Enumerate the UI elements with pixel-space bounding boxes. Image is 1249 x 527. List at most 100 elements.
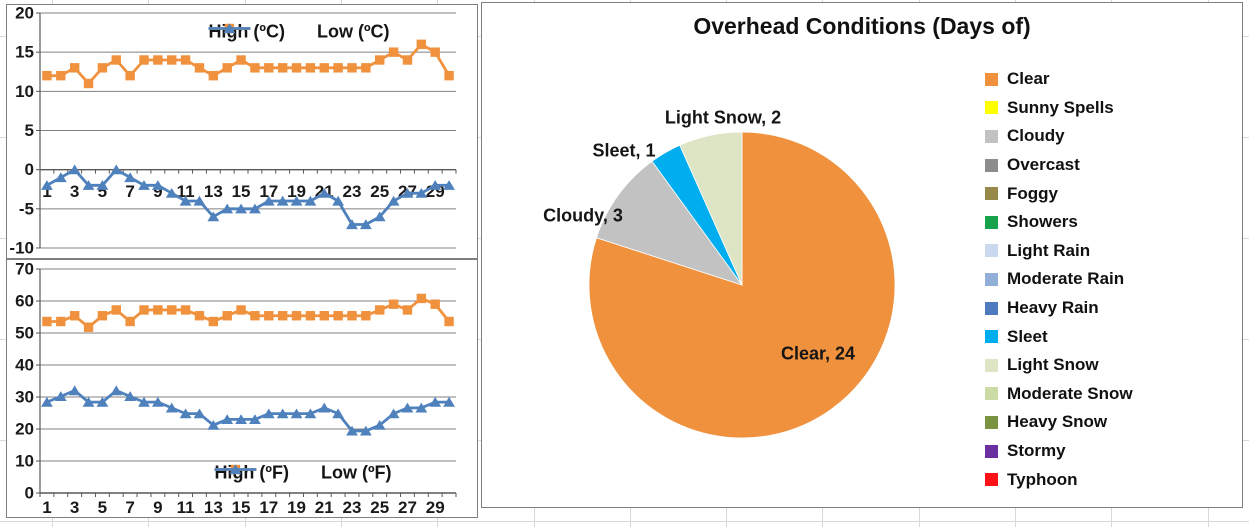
pie-legend-item-moderate-rain: Moderate Rain — [985, 265, 1133, 294]
legend-color-swatch — [985, 101, 998, 115]
data-point-marker — [249, 414, 261, 424]
data-point-marker — [54, 391, 67, 401]
pie-legend-item-foggy: Foggy — [985, 179, 1133, 208]
data-point-marker — [83, 78, 94, 89]
data-point-marker — [236, 305, 246, 315]
data-point-marker — [291, 63, 302, 73]
x-tick-label: 19 — [287, 182, 306, 201]
celsius-legend: High (ºC) Low (ºC) — [208, 22, 390, 43]
data-point-marker — [82, 396, 95, 407]
x-tick-label: 3 — [70, 182, 79, 201]
data-point-marker — [124, 391, 137, 401]
data-point-marker — [430, 299, 440, 309]
data-point-marker — [388, 47, 399, 57]
pie-legend-item-stormy: Stormy — [985, 437, 1133, 466]
legend-item-label: Foggy — [1007, 183, 1058, 203]
y-tick-label: 0 — [25, 484, 34, 503]
data-point-marker — [401, 187, 414, 198]
overhead-conditions-pie-chart[interactable]: Overhead Conditions (Days of) Clear, 24 … — [481, 2, 1243, 508]
legend-item-label: Heavy Rain — [1007, 298, 1099, 318]
x-tick-label: 9 — [153, 498, 162, 517]
y-tick-label: 10 — [15, 82, 34, 101]
data-point-marker — [165, 187, 178, 198]
y-tick-label: -5 — [19, 199, 34, 218]
data-point-marker — [41, 396, 53, 407]
data-point-marker — [151, 396, 164, 407]
data-point-marker — [262, 408, 275, 419]
data-point-marker — [165, 402, 178, 413]
data-point-marker — [346, 219, 358, 230]
data-point-marker — [68, 164, 81, 175]
y-tick-label: 20 — [15, 5, 34, 23]
data-point-marker — [387, 195, 400, 206]
pie-legend-item-light-rain: Light Rain — [985, 237, 1133, 266]
pie-data-label-light-snow: Light Snow, 2 — [664, 107, 782, 128]
data-point-marker — [193, 195, 206, 206]
pie-data-label-sleet: Sleet, 1 — [592, 140, 656, 161]
data-point-marker — [416, 39, 427, 50]
legend-item-triangle: Low (ºC) — [208, 22, 390, 43]
x-tick-label: 7 — [125, 182, 134, 201]
x-tick-label: 25 — [370, 498, 389, 517]
data-point-marker — [387, 408, 400, 419]
data-point-marker — [359, 425, 372, 436]
data-point-marker — [444, 70, 454, 81]
data-point-marker — [304, 195, 317, 206]
x-tick-label: 23 — [343, 498, 362, 517]
data-point-marker — [179, 408, 192, 419]
data-point-marker — [415, 402, 428, 413]
data-point-marker — [262, 195, 275, 206]
data-point-marker — [375, 305, 385, 315]
data-point-marker — [42, 316, 52, 327]
data-point-marker — [151, 180, 164, 190]
data-point-marker — [444, 316, 454, 327]
legend-color-swatch — [985, 129, 998, 143]
pie-legend-item-light-snow: Light Snow — [985, 351, 1133, 380]
data-point-marker — [235, 203, 247, 214]
legend-item-label: Light Snow — [1007, 355, 1099, 375]
legend-item-triangle: Low (ºF) — [214, 463, 392, 484]
data-point-marker — [222, 311, 232, 321]
x-tick-label: 19 — [287, 498, 306, 517]
data-point-marker — [333, 63, 343, 73]
fahrenheit-series-markers — [41, 385, 455, 436]
data-point-marker — [69, 311, 80, 321]
data-point-marker — [318, 402, 331, 413]
y-tick-label: 0 — [25, 160, 34, 179]
legend-item-label: Heavy Snow — [1007, 412, 1108, 432]
legend-item-label: Overcast — [1007, 155, 1080, 175]
data-point-marker — [319, 311, 329, 321]
data-point-marker — [291, 311, 302, 321]
data-point-marker — [207, 419, 220, 430]
legend-color-swatch — [985, 473, 998, 487]
legend-item-label: Showers — [1007, 212, 1078, 232]
data-point-marker — [180, 55, 191, 65]
celsius-line-chart[interactable]: 20151050-5-101357911131517192123252729Hi… — [6, 4, 478, 259]
data-point-marker — [68, 385, 81, 396]
x-tick-label: 29 — [426, 498, 445, 517]
data-point-marker — [359, 219, 372, 230]
pie-slice-light-snow — [679, 131, 743, 286]
legend-item-label: Cloudy — [1007, 126, 1065, 146]
data-point-marker — [179, 195, 192, 206]
data-point-marker — [56, 316, 66, 327]
legend-marker — [223, 23, 236, 34]
legend-item-label: Typhoon — [1007, 469, 1078, 489]
fahrenheit-line-chart[interactable]: 70 60 50 40 30 20 10 0 1 3 5 7 9 11 13 15 17 19 21 23 25 27 29… — [6, 259, 478, 518]
data-point-marker — [305, 311, 316, 321]
x-tick-label: 21 — [315, 498, 334, 517]
data-point-marker — [346, 425, 358, 436]
y-tick-label: 50 — [15, 324, 34, 343]
data-point-marker — [124, 172, 137, 183]
data-point-marker — [221, 203, 234, 214]
fahrenheit-series-markers — [42, 293, 454, 332]
data-point-marker — [347, 63, 357, 73]
legend-color-swatch — [985, 158, 998, 172]
data-point-marker — [290, 408, 303, 419]
data-point-marker — [264, 311, 274, 321]
legend-item-label: Moderate Snow — [1007, 383, 1133, 403]
data-point-marker — [110, 164, 123, 175]
celsius-series-markers — [42, 39, 454, 89]
x-tick-label: 23 — [343, 182, 362, 201]
